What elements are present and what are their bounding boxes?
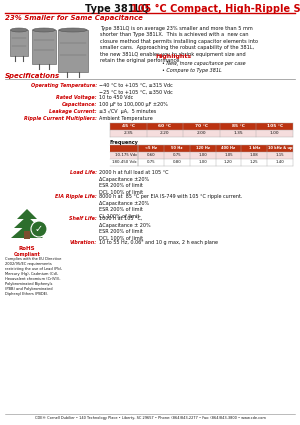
Text: Operating Temperature:: Operating Temperature: <box>31 83 97 88</box>
Polygon shape <box>11 224 43 238</box>
Text: 1.15: 1.15 <box>276 153 284 157</box>
Text: Shelf Life:: Shelf Life: <box>69 216 97 221</box>
Text: 100 µF to 100,000 µF ±20%: 100 µF to 100,000 µF ±20% <box>99 102 168 107</box>
Ellipse shape <box>59 28 87 32</box>
Text: 0.80: 0.80 <box>172 160 181 164</box>
Text: 10-175 Vdc: 10-175 Vdc <box>115 153 137 157</box>
Ellipse shape <box>11 28 28 32</box>
Bar <box>110 152 293 159</box>
Text: 1.25: 1.25 <box>250 160 259 164</box>
Text: Load Life:: Load Life: <box>70 170 97 175</box>
Text: 2.35: 2.35 <box>123 131 133 135</box>
Text: 0.60: 0.60 <box>147 153 155 157</box>
Bar <box>24 231 30 239</box>
Ellipse shape <box>33 28 56 32</box>
Polygon shape <box>17 209 37 219</box>
Text: 2.00: 2.00 <box>197 131 206 135</box>
Text: Ripple Current Multipliers:: Ripple Current Multipliers: <box>24 116 97 121</box>
Bar <box>58 30 88 72</box>
Text: Compliant: Compliant <box>14 252 40 257</box>
Text: 2.20: 2.20 <box>160 131 170 135</box>
Text: 1.20: 1.20 <box>224 160 233 164</box>
Text: 105 °C: 105 °C <box>267 124 283 128</box>
Bar <box>10 30 28 56</box>
Text: 180-450 Vdc: 180-450 Vdc <box>112 160 137 164</box>
Text: 0.75: 0.75 <box>172 153 181 157</box>
Bar <box>32 30 56 64</box>
Text: 23% Smaller for Same Capacitance: 23% Smaller for Same Capacitance <box>5 15 143 21</box>
Text: 1.00: 1.00 <box>270 131 280 135</box>
Text: 1.08: 1.08 <box>250 153 259 157</box>
Text: <5 Hz: <5 Hz <box>145 146 157 150</box>
Text: 0.75: 0.75 <box>147 160 155 164</box>
Text: • Compare to Type 381L: • Compare to Type 381L <box>162 68 222 73</box>
Polygon shape <box>14 216 40 228</box>
Text: ≤3 √CV  µA,  5 minutes: ≤3 √CV µA, 5 minutes <box>99 109 156 114</box>
Text: 70 °C: 70 °C <box>195 124 208 128</box>
Text: 1.00: 1.00 <box>198 153 207 157</box>
Text: Frequency: Frequency <box>110 140 139 145</box>
Text: • New, more capacitance per case: • New, more capacitance per case <box>162 61 246 66</box>
Text: Vibration:: Vibration: <box>70 240 97 245</box>
Text: 2000 h at full load at 105 °C
ΔCapacitance ±20%
ESR 200% of limit
DCL 100% of li: 2000 h at full load at 105 °C ΔCapacitan… <box>99 170 169 195</box>
Text: 120 Hz: 120 Hz <box>196 146 210 150</box>
Text: 1 kHz: 1 kHz <box>249 146 260 150</box>
Circle shape <box>31 221 47 237</box>
Text: 105 °C Compact, High-Ripple Snap-in: 105 °C Compact, High-Ripple Snap-in <box>131 4 300 14</box>
Text: 10 kHz & up: 10 kHz & up <box>268 146 292 150</box>
Text: 10 to 450 Vdc: 10 to 450 Vdc <box>99 95 133 100</box>
Bar <box>110 130 293 137</box>
Text: −40 °C to +105 °C, ≤315 Vdc
−25 °C to +105 °C, ≥350 Vdc: −40 °C to +105 °C, ≤315 Vdc −25 °C to +1… <box>99 83 173 94</box>
Text: RoHS: RoHS <box>19 246 35 251</box>
Text: CDE® Cornell Dubilier • 140 Technology Place • Liberty, SC 29657 • Phone: (864)8: CDE® Cornell Dubilier • 140 Technology P… <box>34 416 266 420</box>
Text: 10 to 55 Hz, 0.06" and 10 g max, 2 h each plane: 10 to 55 Hz, 0.06" and 10 g max, 2 h eac… <box>99 240 218 245</box>
Text: Specifications: Specifications <box>5 73 60 79</box>
Text: 60 °C: 60 °C <box>158 124 172 128</box>
Text: Ambient Temperature: Ambient Temperature <box>99 116 153 121</box>
Text: 1.00: 1.00 <box>198 160 207 164</box>
Text: Capacitance:: Capacitance: <box>61 102 97 107</box>
Text: Rated Voltage:: Rated Voltage: <box>56 95 97 100</box>
Text: 1.35: 1.35 <box>233 131 243 135</box>
Bar <box>110 145 293 152</box>
Text: 400 Hz: 400 Hz <box>221 146 236 150</box>
Text: 1000 h at 105 °C,
ΔCapacitance ± 20%
ESR 200% of limit
DCL 100% of limit: 1000 h at 105 °C, ΔCapacitance ± 20% ESR… <box>99 216 151 241</box>
Text: 1.40: 1.40 <box>276 160 284 164</box>
Text: 8000 h at  85 °C per EIA IS-749 with 105 °C ripple current.
ΔCapacitance ±20%
ES: 8000 h at 85 °C per EIA IS-749 with 105 … <box>99 194 242 219</box>
Text: Leakage Current:: Leakage Current: <box>50 109 97 114</box>
Bar <box>110 159 293 166</box>
Text: Type 381LQ is on average 23% smaller and more than 5 mm
shorter than Type 381LX.: Type 381LQ is on average 23% smaller and… <box>100 26 258 63</box>
Text: 50 Hz: 50 Hz <box>171 146 182 150</box>
Text: 85 °C: 85 °C <box>232 124 244 128</box>
Text: ✓: ✓ <box>35 224 43 234</box>
Text: 1.05: 1.05 <box>224 153 233 157</box>
Text: Type 381LQ: Type 381LQ <box>85 4 152 14</box>
Text: EIA Ripple Life:: EIA Ripple Life: <box>55 194 97 199</box>
Text: Highlights: Highlights <box>155 54 191 59</box>
Text: 45 °C: 45 °C <box>122 124 135 128</box>
Bar <box>110 123 293 130</box>
Text: Complies with the EU Directive
2002/95/EC requirements
restricting the use of Le: Complies with the EU Directive 2002/95/E… <box>5 257 62 296</box>
